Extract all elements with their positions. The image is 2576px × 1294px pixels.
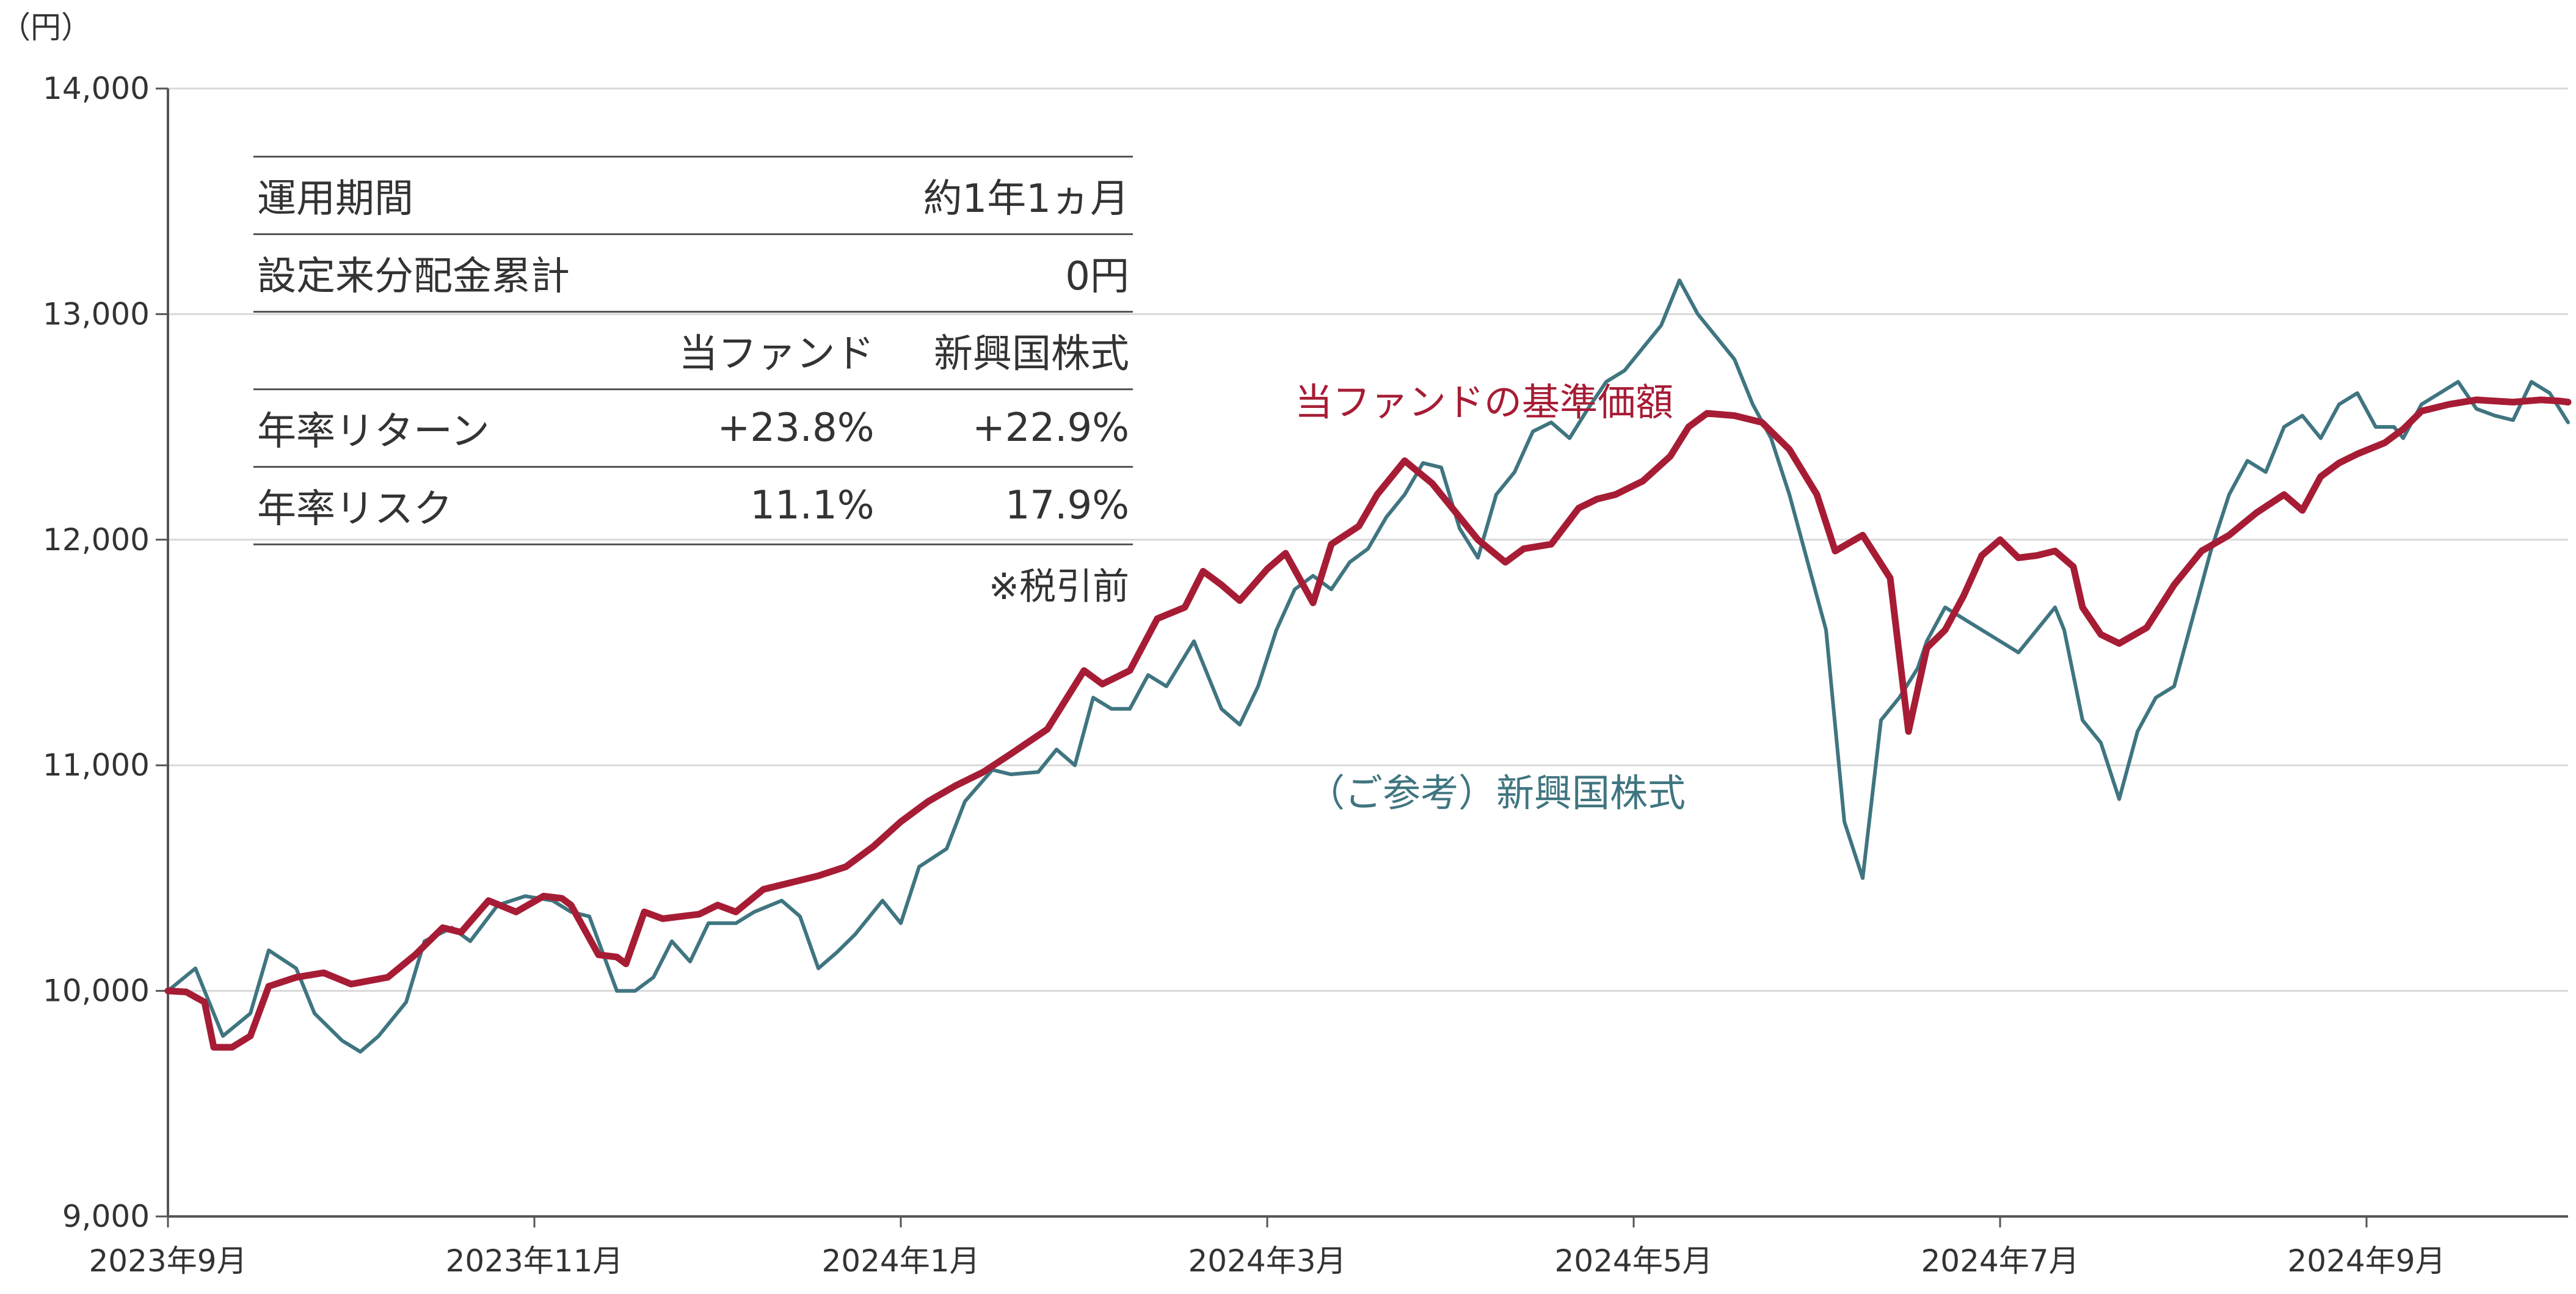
fund-risk: 11.1%	[635, 467, 878, 545]
benchmark-header: 新興国株式	[878, 311, 1133, 390]
fund-series-label: 当ファンドの基準価額	[1295, 380, 1673, 424]
distribution-value: 0円	[878, 234, 1133, 313]
x-tick-label: 2024年7月	[1921, 1243, 2079, 1279]
return-label: 年率リターン	[253, 389, 636, 468]
x-tick-label: 2024年1月	[821, 1243, 980, 1279]
stats-row-period: 運用期間 約1年1ヵ月	[253, 156, 1133, 235]
x-tick-label: 2023年9月	[89, 1243, 247, 1279]
y-tick-labels: 9,000 10,000 11,000 12,000 13,000 14,000	[43, 71, 150, 1234]
axes	[156, 87, 2568, 1227]
benchmark-return: +22.9%	[878, 389, 1133, 468]
period-value: 約1年1ヵ月	[878, 156, 1133, 235]
fund-header: 当ファンド	[635, 311, 878, 390]
x-tick-labels: 2023年9月 2023年11月 2024年1月 2024年3月 2024年5月 2024…	[89, 1243, 2445, 1279]
x-tick-label: 2024年5月	[1554, 1243, 1712, 1279]
y-tick-label: 12,000	[43, 522, 150, 558]
y-tick-label: 9,000	[62, 1199, 150, 1234]
stats-table: 運用期間 約1年1ヵ月 設定来分配金累計 0円 当ファンド 新興国株式 年率リタ…	[253, 156, 1133, 621]
series-lines	[164, 278, 2572, 1054]
y-tick-label: 10,000	[43, 973, 150, 1009]
stats-row-return: 年率リターン +23.8% +22.9%	[253, 389, 1133, 468]
stats-row-distribution: 設定来分配金累計 0円	[253, 234, 1133, 313]
risk-label: 年率リスク	[253, 467, 636, 545]
y-tick-label: 14,000	[43, 71, 150, 106]
x-tick-label: 2024年3月	[1188, 1243, 1346, 1279]
fund-return: +23.8%	[635, 389, 878, 468]
period-label: 運用期間	[253, 156, 636, 235]
distribution-label: 設定来分配金累計	[253, 234, 636, 313]
fund-line	[164, 396, 2572, 1051]
y-tick-label: 13,000	[43, 296, 150, 332]
stats-row-risk: 年率リスク 11.1% 17.9%	[253, 467, 1133, 545]
benchmark-series-label: （ご参考）新興国株式	[1307, 771, 1686, 815]
y-tick-label: 11,000	[43, 747, 150, 783]
benchmark-line	[166, 278, 2570, 1054]
stats-row-headers: 当ファンド 新興国株式	[253, 311, 1133, 390]
x-tick-label: 2024年9月	[2287, 1243, 2445, 1279]
y-unit-label: （円）	[0, 10, 92, 45]
tax-note: ※税引前	[988, 565, 1129, 608]
benchmark-risk: 17.9%	[878, 467, 1133, 545]
x-tick-label: 2023年11月	[446, 1243, 624, 1279]
